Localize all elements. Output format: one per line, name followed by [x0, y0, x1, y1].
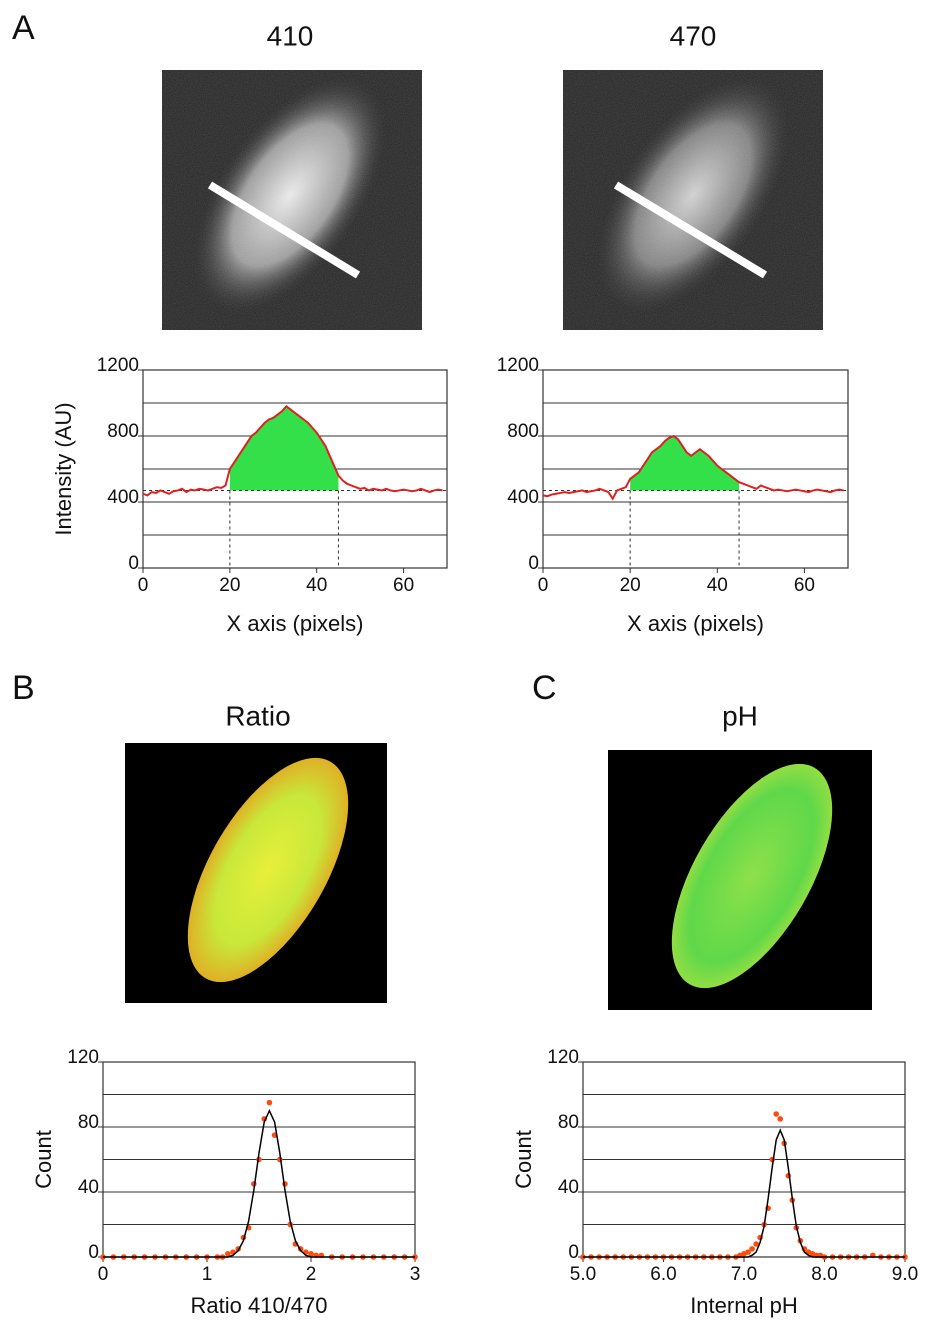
x-tick-label: 5.0 — [570, 1264, 596, 1285]
x-tick-label: 20 — [219, 575, 240, 596]
x-axis-label: X axis (pixels) — [227, 611, 364, 636]
y-tick-label: 120 — [67, 1047, 99, 1068]
x-tick-label: 7.0 — [731, 1264, 757, 1285]
y-tick-label: 1200 — [497, 355, 539, 376]
y-tick-label: 400 — [107, 487, 139, 508]
y-tick-label: 80 — [78, 1112, 99, 1133]
y-tick-label: 80 — [558, 1112, 579, 1133]
data-point — [745, 1249, 751, 1255]
y-tick-label: 0 — [568, 1242, 579, 1263]
x-tick-label: 6.0 — [650, 1264, 676, 1285]
ph-image — [608, 750, 872, 1010]
x-tick-label: 0 — [538, 575, 549, 596]
x-tick-label: 60 — [794, 575, 815, 596]
y-tick-label: 40 — [558, 1177, 579, 1198]
x-tick-label: 2 — [306, 1264, 317, 1285]
x-tick-label: 20 — [620, 575, 641, 596]
ratio-image — [125, 743, 387, 1003]
data-line — [542, 434, 844, 501]
y-tick-label: 1200 — [97, 355, 139, 376]
x-tick-label: 3 — [410, 1264, 421, 1285]
x-tick-label: 60 — [393, 575, 414, 596]
panel-label: C — [532, 669, 557, 707]
y-axis-label: Intensity (AU) — [51, 402, 76, 535]
x-axis-label: Ratio 410/470 — [191, 1293, 328, 1318]
y-axis-label: Count — [511, 1130, 536, 1189]
y-tick-label: 120 — [547, 1047, 579, 1068]
y-tick-label: 800 — [507, 421, 539, 442]
y-tick-label: 800 — [107, 421, 139, 442]
x-axis-label: X axis (pixels) — [627, 611, 764, 636]
panel-label: B — [12, 669, 35, 707]
image-title: Ratio — [225, 700, 290, 731]
y-axis-label: Count — [31, 1130, 56, 1189]
data-point — [753, 1241, 759, 1247]
x-tick-label: 9.0 — [892, 1264, 918, 1285]
x-tick-label: 1 — [202, 1264, 213, 1285]
data-point — [225, 1250, 231, 1257]
data-point — [308, 1250, 314, 1257]
micrograph-470 — [563, 70, 823, 330]
image-title: pH — [722, 700, 758, 731]
x-tick-label: 0 — [98, 1264, 109, 1285]
data-line — [142, 404, 443, 497]
micrograph-410 — [162, 70, 422, 330]
image-title: 410 — [267, 20, 314, 51]
y-tick-label: 0 — [88, 1242, 99, 1263]
panel-label: A — [12, 9, 35, 47]
image-title: 470 — [670, 20, 717, 51]
data-point — [777, 1116, 784, 1122]
data-point — [773, 1111, 779, 1117]
fit-line — [103, 1108, 415, 1258]
x-tick-label: 40 — [306, 575, 327, 596]
x-tick-label: 40 — [707, 575, 728, 596]
data-point — [749, 1246, 755, 1252]
data-point — [266, 1099, 273, 1106]
y-tick-label: 40 — [78, 1177, 99, 1198]
fit-line — [583, 1128, 905, 1258]
x-axis-label: Internal pH — [690, 1293, 798, 1318]
y-tick-label: 400 — [507, 487, 539, 508]
y-tick-label: 0 — [128, 553, 139, 574]
y-tick-label: 0 — [528, 553, 539, 574]
x-tick-label: 0 — [138, 575, 149, 596]
x-tick-label: 8.0 — [811, 1264, 837, 1285]
